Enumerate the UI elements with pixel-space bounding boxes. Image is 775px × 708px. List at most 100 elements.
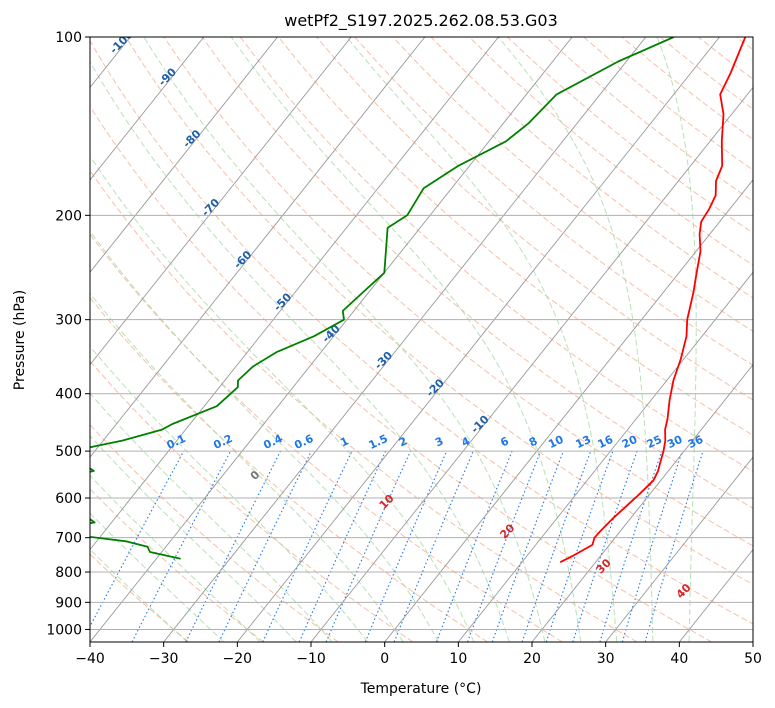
x-tick-label: 40 bbox=[670, 651, 688, 667]
y-tick-label: 1000 bbox=[46, 622, 82, 638]
isotherm bbox=[90, 37, 278, 274]
mixing-ratio-label: 20 bbox=[620, 433, 640, 451]
dry-adiabat-label: -60 bbox=[231, 248, 254, 271]
moist-adiabat-label: 0 bbox=[248, 468, 263, 483]
isotherm bbox=[531, 363, 753, 642]
dry-adiabat bbox=[316, 37, 753, 401]
isotherm bbox=[90, 37, 352, 366]
mixing-ratio-line bbox=[545, 450, 614, 642]
moist-adiabat-label: 10 bbox=[377, 492, 397, 512]
moist-adiabat bbox=[90, 345, 369, 642]
dry-adiabat-label: -90 bbox=[156, 65, 179, 88]
dry-adiabat-label: -50 bbox=[271, 290, 294, 313]
y-tick-label: 700 bbox=[55, 531, 82, 547]
moist-adiabat bbox=[90, 435, 297, 642]
dry-adiabat bbox=[90, 105, 712, 642]
isotherm bbox=[90, 37, 499, 551]
dry-adiabat-label: -100 bbox=[107, 28, 136, 57]
dry-adiabat bbox=[125, 37, 753, 586]
y-tick-label: 500 bbox=[55, 444, 82, 460]
isotherm bbox=[90, 37, 426, 458]
x-tick-label: 10 bbox=[449, 651, 467, 667]
x-tick-label: −20 bbox=[223, 651, 253, 667]
moist-adiabat bbox=[90, 155, 475, 642]
isotherm bbox=[90, 37, 573, 642]
mixing-ratio-label: 36 bbox=[686, 433, 706, 451]
x-axis-label: Temperature (°C) bbox=[360, 681, 482, 697]
isotherm bbox=[90, 37, 205, 181]
y-tick-label: 200 bbox=[55, 208, 82, 224]
x-tick-label: −40 bbox=[75, 651, 105, 667]
chart-title: wetPf2_S197.2025.262.08.53.G03 bbox=[284, 11, 558, 31]
dry-adiabat bbox=[201, 37, 753, 509]
mixing-ratio-label: 6 bbox=[498, 434, 511, 449]
y-tick-label: 600 bbox=[55, 491, 82, 507]
mixing-ratio-label: 3 bbox=[433, 434, 445, 449]
y-tick-label: 800 bbox=[55, 565, 82, 581]
x-tick-label: −10 bbox=[296, 651, 326, 667]
mixing-ratio-label: 13 bbox=[574, 433, 593, 451]
dry-adiabat bbox=[90, 424, 339, 642]
moist-adiabat bbox=[90, 548, 188, 642]
isotherm bbox=[678, 548, 753, 642]
dry-adiabat bbox=[90, 39, 753, 625]
mixing-ratio-line bbox=[90, 450, 185, 628]
moist-adiabat bbox=[90, 392, 333, 642]
mixing-ratio-label: 1.5 bbox=[367, 432, 390, 452]
moist-adiabat bbox=[346, 37, 618, 642]
y-axis: 100 200 300 400 500 600 700 800 900 1000 bbox=[46, 30, 90, 638]
mixing-ratio-label: 1 bbox=[338, 434, 350, 449]
dry-adiabat bbox=[90, 553, 190, 642]
isotherm bbox=[752, 641, 753, 642]
x-tick-label: 0 bbox=[380, 651, 389, 667]
dry-adiabat-label: -80 bbox=[180, 127, 203, 150]
x-tick-label: 30 bbox=[597, 651, 615, 667]
dewpoint-profile bbox=[90, 37, 675, 560]
isotherm bbox=[457, 271, 753, 642]
moist-adiabat bbox=[90, 474, 261, 642]
mixing-ratio-line bbox=[435, 450, 513, 642]
y-tick-label: 900 bbox=[55, 595, 82, 611]
moist-adiabat bbox=[656, 37, 697, 642]
y-tick-label: 100 bbox=[55, 30, 82, 46]
mixing-ratio-line bbox=[325, 450, 412, 642]
isotherm bbox=[310, 86, 753, 642]
temperature-profile bbox=[559, 37, 747, 564]
moist-adiabat bbox=[90, 60, 510, 642]
dry-adiabat bbox=[90, 233, 563, 642]
dry-adiabat bbox=[90, 488, 264, 642]
isotherm bbox=[605, 456, 753, 642]
dry-adiabat bbox=[468, 37, 753, 266]
mixing-ratio-line bbox=[262, 450, 353, 642]
plot-frame bbox=[89, 36, 754, 643]
isotherm bbox=[0, 37, 57, 642]
dry-adiabat bbox=[507, 37, 753, 234]
y-tick-label: 400 bbox=[55, 387, 82, 403]
dry-adiabat bbox=[735, 37, 753, 51]
y-tick-label: 300 bbox=[55, 313, 82, 329]
dry-adiabat bbox=[583, 37, 753, 171]
mixing-ratio-label: 2 bbox=[397, 434, 409, 449]
x-tick-label: 50 bbox=[744, 651, 762, 667]
mixing-ratio-label: 0.6 bbox=[292, 432, 315, 452]
mixing-ratio-line bbox=[466, 450, 542, 642]
y-axis-label: Pressure (hPa) bbox=[12, 290, 28, 390]
moist-adiabat bbox=[230, 37, 582, 642]
mixing-ratio-line bbox=[218, 450, 312, 642]
moist-adiabat bbox=[90, 230, 439, 642]
dry-adiabat-label: -30 bbox=[372, 349, 395, 372]
moist-adiabat-label: 20 bbox=[497, 521, 517, 541]
mixing-ratio-label: 25 bbox=[645, 433, 664, 451]
dry-adiabat bbox=[697, 37, 753, 80]
mixing-ratio-line bbox=[621, 450, 683, 642]
mixing-ratio-line bbox=[521, 450, 592, 642]
mixing-ratio-label: 0.2 bbox=[211, 432, 234, 452]
mixing-ratio-line bbox=[599, 450, 663, 642]
moist-adiabat bbox=[90, 512, 225, 642]
x-tick-label: 20 bbox=[523, 651, 541, 667]
dry-adiabat bbox=[90, 169, 638, 642]
isotherm bbox=[384, 179, 753, 642]
mixing-ratio-line bbox=[572, 450, 638, 642]
dry-adiabat bbox=[392, 37, 753, 332]
